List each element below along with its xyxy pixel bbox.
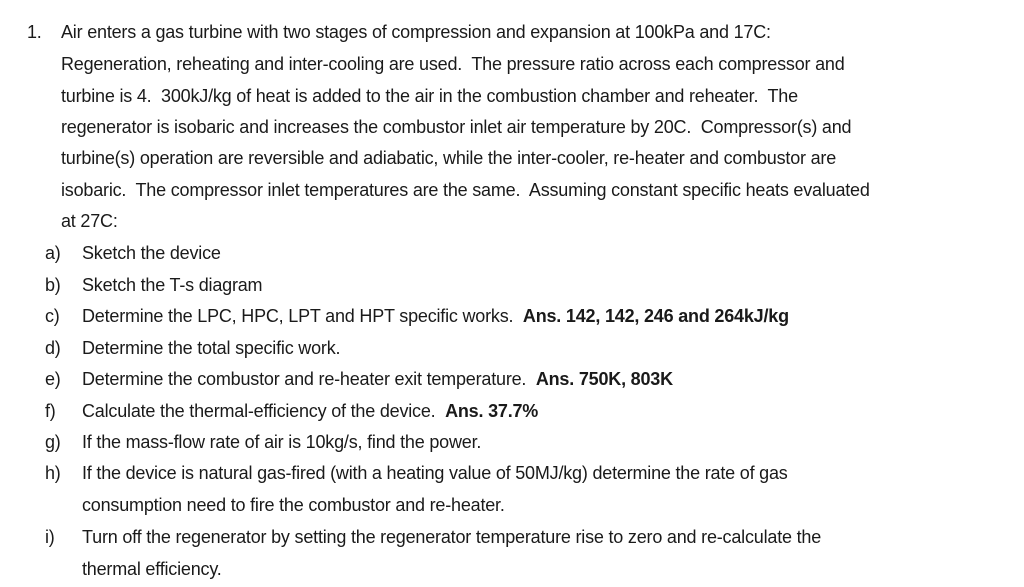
item-letter: f) — [45, 401, 56, 421]
item-text: Sketch the device — [82, 243, 221, 263]
item-answer: Ans. 37.7% — [445, 401, 539, 421]
item-text-continued: consumption need to fire the combustor a… — [82, 495, 505, 515]
item-text: Turn off the regenerator by setting the … — [82, 527, 822, 547]
item-text: Determine the total specific work. — [82, 338, 341, 358]
item-letter: g) — [45, 432, 61, 452]
item-letter: b) — [45, 275, 61, 295]
problem-statement-line: at 27C: — [61, 211, 118, 231]
problem-statement-line: isobaric. The compressor inlet temperatu… — [61, 180, 870, 200]
item-answer: Ans. 750K, 803K — [535, 369, 673, 389]
item-letter: h) — [45, 463, 61, 483]
item-answer: Ans. 142, 142, 246 and 264kJ/kg — [522, 306, 789, 326]
item-text: Determine the combustor and re-heater ex… — [82, 368, 673, 390]
item-question: Determine the combustor and re-heater ex… — [82, 369, 536, 389]
problem-statement-line: regenerator is isobaric and increases th… — [61, 117, 852, 137]
item-text: Sketch the T-s diagram — [82, 275, 263, 295]
problem-statement-line: Air enters a gas turbine with two stages… — [61, 22, 771, 42]
item-text: Determine the LPC, HPC, LPT and HPT spec… — [82, 305, 789, 327]
item-text: If the mass-flow rate of air is 10kg/s, … — [82, 432, 482, 452]
item-text-continued: thermal efficiency. — [82, 559, 222, 579]
item-question: Calculate the thermal-efficiency of the … — [82, 401, 446, 421]
problem-number: 1. — [27, 22, 42, 42]
item-letter: e) — [45, 369, 61, 389]
item-text: If the device is natural gas-fired (with… — [82, 463, 788, 483]
problem-statement-line: Regeneration, reheating and inter-coolin… — [61, 54, 845, 74]
item-letter: d) — [45, 338, 61, 358]
problem-statement-line: turbine is 4. 300kJ/kg of heat is added … — [61, 86, 798, 106]
item-text: Calculate the thermal-efficiency of the … — [82, 400, 538, 422]
item-letter: i) — [45, 527, 55, 547]
item-question: Determine the LPC, HPC, LPT and HPT spec… — [82, 306, 523, 326]
item-letter: a) — [45, 243, 61, 263]
item-letter: c) — [45, 306, 60, 326]
problem-statement-line: turbine(s) operation are reversible and … — [61, 148, 837, 168]
